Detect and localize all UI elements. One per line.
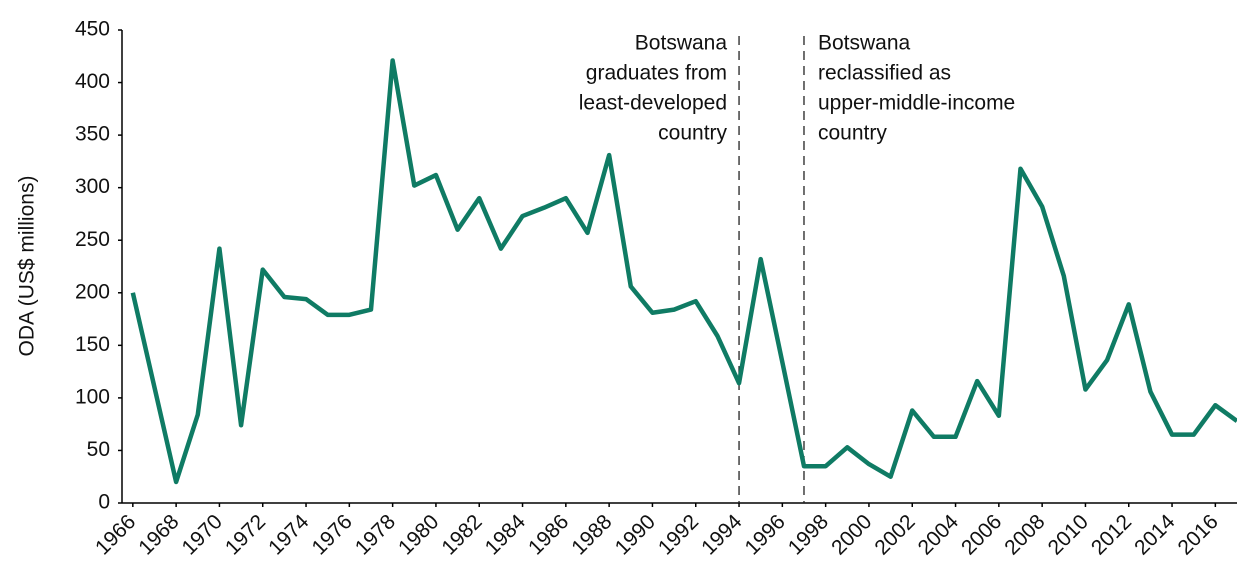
x-tick-label: 1990 [611, 510, 660, 559]
y-tick-label: 300 [75, 175, 110, 198]
annotation-text: graduates from [586, 62, 727, 85]
annotation-text: country [818, 122, 887, 145]
annotation-text: Botswana [635, 32, 728, 55]
x-tick-label: 1996 [740, 510, 789, 559]
y-tick-label: 400 [75, 70, 110, 93]
x-tick-label: 2008 [1000, 510, 1049, 559]
x-tick-label: 2000 [827, 510, 876, 559]
y-tick-label: 200 [75, 280, 110, 303]
x-tick-label: 2012 [1087, 510, 1136, 559]
x-tick-label: 1992 [654, 510, 703, 559]
x-tick-label: 1966 [91, 510, 140, 559]
x-tick-label: 1968 [134, 510, 183, 559]
x-tick-label: 1986 [524, 510, 573, 559]
x-tick-label: 1974 [264, 510, 314, 560]
annotation-text: reclassified as [818, 62, 951, 85]
x-tick-label: 1988 [567, 510, 616, 559]
x-tick-label: 1970 [178, 510, 227, 559]
y-tick-label: 250 [75, 228, 110, 251]
x-tick-label: 2016 [1174, 510, 1223, 559]
y-tick-label: 350 [75, 123, 110, 146]
annotation-text: upper-middle-income [818, 92, 1015, 115]
x-tick-label: 1972 [221, 510, 270, 559]
x-tick-label: 1980 [394, 510, 443, 559]
y-axis-title: ODA (US$ millions) [16, 176, 39, 357]
y-tick-label: 0 [98, 491, 110, 514]
x-tick-label: 2010 [1044, 510, 1093, 559]
x-tick-label: 1978 [351, 510, 400, 559]
data-line [130, 58, 1237, 485]
annotation-text: Botswana [818, 32, 911, 55]
x-tick-label: 2002 [870, 510, 919, 559]
x-tick-label: 2004 [914, 510, 964, 560]
x-tick-label: 1998 [784, 510, 833, 559]
y-tick-label: 50 [87, 438, 110, 461]
y-tick-label: 150 [75, 333, 110, 356]
annotation-text: least-developed [579, 92, 727, 115]
annotation-text: country [658, 122, 727, 145]
x-tick-label: 1982 [437, 510, 486, 559]
x-tick-label: 2014 [1130, 510, 1180, 560]
y-tick-label: 450 [75, 18, 110, 41]
y-tick-label: 100 [75, 385, 110, 408]
x-tick-label: 2006 [957, 510, 1006, 559]
x-tick-label: 1984 [481, 510, 531, 560]
x-tick-label: 1994 [697, 510, 747, 560]
x-tick-label: 1976 [307, 510, 356, 559]
